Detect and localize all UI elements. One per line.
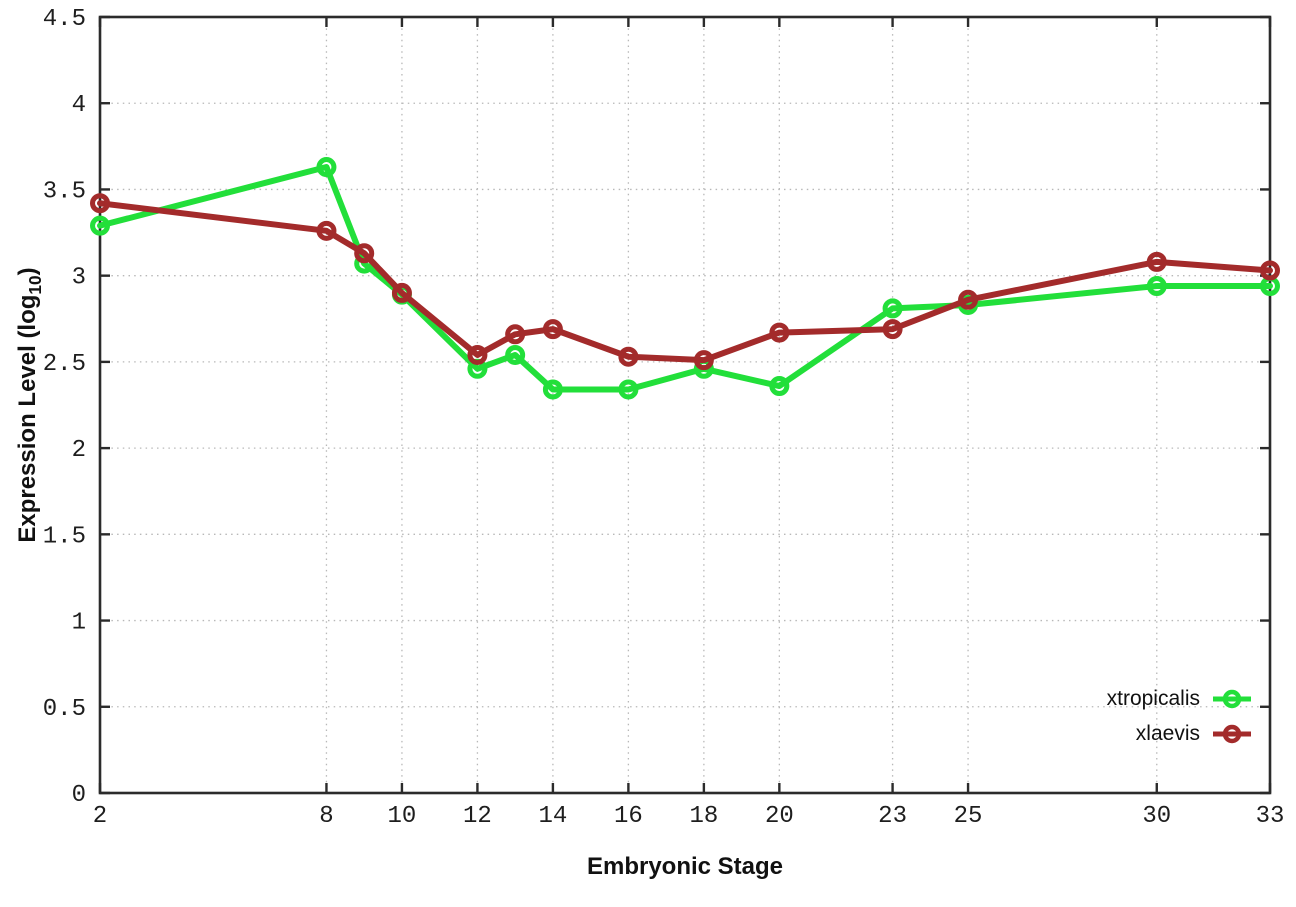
- x-tick-label: 30: [1142, 803, 1171, 830]
- y-axis-title-subscript: 10: [24, 275, 45, 295]
- legend-item-xtropicalis: xtropicalis: [1107, 683, 1252, 715]
- x-tick-label: 2: [93, 803, 107, 830]
- legend-item-xlaevis: xlaevis: [1136, 718, 1252, 750]
- x-tick-label: 33: [1256, 803, 1285, 830]
- data-point-xtropicalis: [882, 298, 903, 319]
- data-point-xlaevis: [693, 350, 714, 371]
- y-axis-title-close: ): [14, 267, 42, 276]
- series-line-xlaevis: [97, 200, 1273, 364]
- x-tick-label: 12: [463, 803, 492, 830]
- data-point-xlaevis: [90, 193, 110, 214]
- data-point-xlaevis: [316, 220, 337, 241]
- data-point-xlaevis: [1146, 251, 1167, 272]
- y-tick-label: 2.5: [43, 351, 86, 378]
- data-point-xlaevis: [769, 322, 790, 343]
- data-point-xtropicalis: [618, 379, 639, 400]
- y-tick-label: 4.5: [43, 6, 86, 33]
- x-axis-title: Embryonic Stage: [586, 853, 784, 880]
- data-point-xlaevis: [958, 289, 979, 310]
- x-tick-label: 25: [954, 803, 983, 830]
- x-tick-label: 10: [388, 803, 417, 830]
- y-tick-label: 0: [72, 782, 86, 809]
- data-point-xlaevis: [505, 324, 526, 345]
- x-tick-label: 16: [614, 803, 643, 830]
- y-axis-title-text: Expression Level (log: [14, 294, 42, 543]
- y-tick-label: 1: [72, 610, 86, 637]
- x-tick-label: 8: [319, 803, 333, 830]
- series-marker-icon: [1213, 724, 1251, 744]
- y-tick-label: 3: [72, 265, 86, 292]
- x-tick-label: 20: [765, 803, 794, 830]
- data-point-xtropicalis: [505, 344, 526, 365]
- y-tick-label: 3.5: [43, 178, 86, 205]
- legend-label-xlaevis: xlaevis: [1135, 722, 1200, 745]
- data-point-xlaevis: [1260, 260, 1280, 281]
- data-point-xlaevis: [542, 319, 563, 340]
- legend: xtropicalis xlaevis: [1107, 683, 1252, 750]
- series-line-xtropicalis: [97, 164, 1273, 393]
- data-point-xlaevis: [882, 319, 903, 340]
- data-point-xlaevis: [354, 243, 375, 264]
- legend-label-xtropicalis: xtropicalis: [1106, 687, 1200, 710]
- y-tick-label: 2: [72, 437, 86, 464]
- data-point-xtropicalis: [90, 215, 110, 236]
- data-point-xtropicalis: [1146, 276, 1167, 297]
- data-point-xlaevis: [618, 346, 639, 367]
- data-point-xlaevis: [467, 344, 488, 365]
- y-tick-label: 4: [72, 92, 86, 119]
- series-marker-icon: [1213, 689, 1251, 709]
- y-tick-label: 0.5: [43, 696, 86, 723]
- x-tick-label: 14: [538, 803, 567, 830]
- y-tick-label: 1.5: [43, 523, 86, 550]
- data-point-xlaevis: [391, 282, 412, 303]
- data-point-xtropicalis: [542, 379, 563, 400]
- y-axis-title: Expression Level (log10): [14, 267, 46, 542]
- x-tick-label: 23: [878, 803, 907, 830]
- plot-border: [98, 15, 1272, 795]
- data-point-xtropicalis: [769, 376, 790, 397]
- data-point-xtropicalis: [316, 157, 337, 178]
- x-tick-label: 18: [689, 803, 718, 830]
